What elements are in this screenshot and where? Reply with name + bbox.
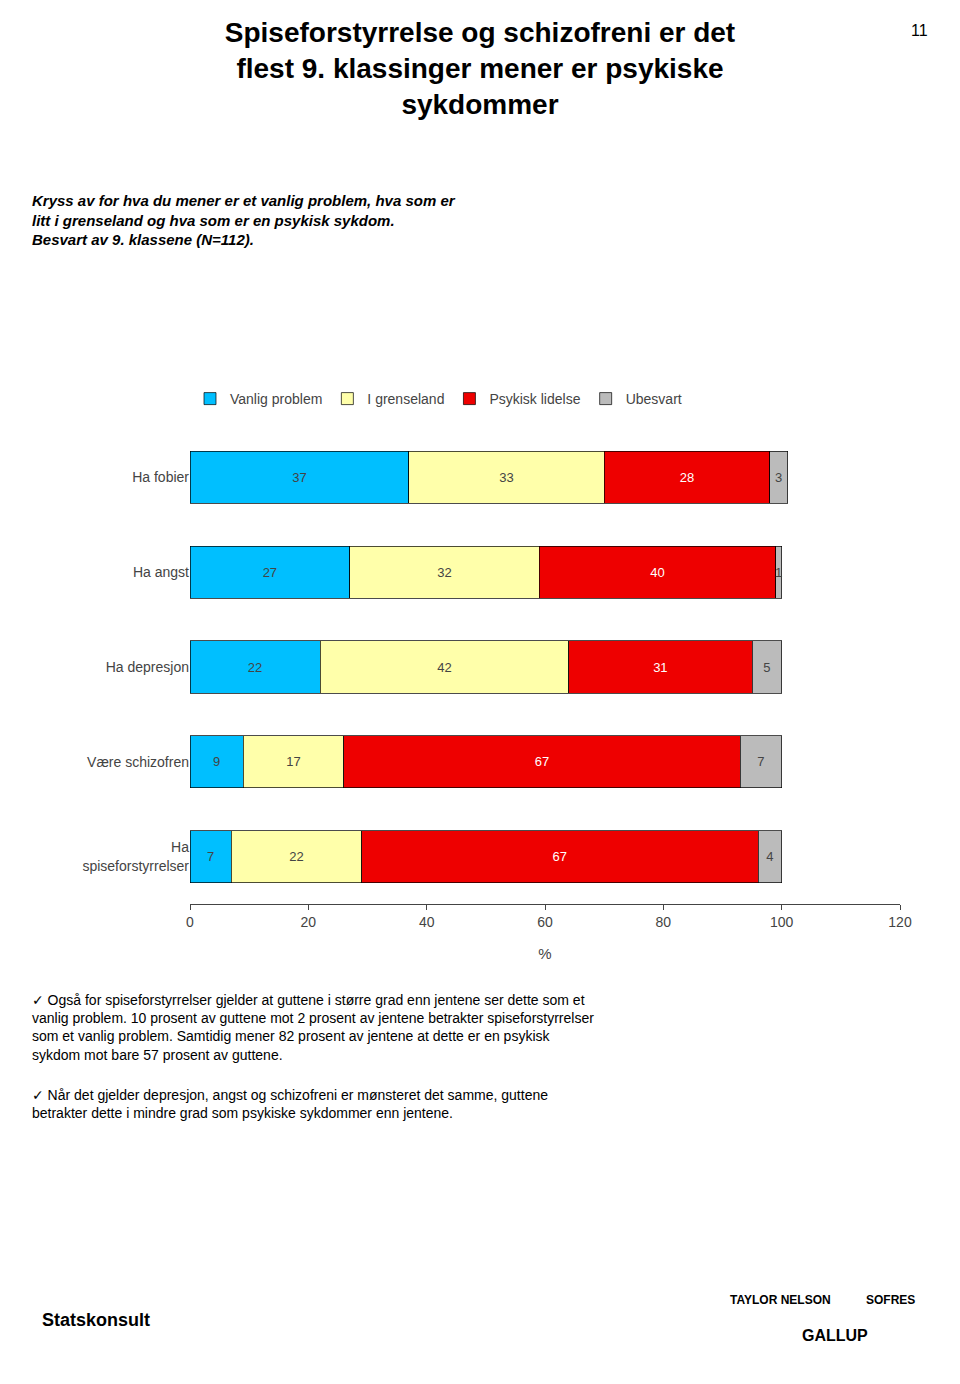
svg-text:Ha depresjon: Ha depresjon — [106, 659, 189, 675]
svg-text:17: 17 — [286, 754, 300, 769]
svg-text:120: 120 — [888, 914, 912, 930]
svg-text:7: 7 — [757, 754, 764, 769]
svg-text:28: 28 — [680, 470, 694, 485]
svg-text:Ubesvart: Ubesvart — [626, 391, 682, 407]
svg-text:Statskonsult: Statskonsult — [42, 1310, 150, 1330]
svg-text:22: 22 — [248, 660, 262, 675]
svg-text:Haspiseforstyrrelser: Haspiseforstyrrelser — [82, 839, 189, 873]
svg-text:Psykisk lidelse: Psykisk lidelse — [489, 391, 580, 407]
svg-text:100: 100 — [770, 914, 794, 930]
svg-text:✓ Også for spiseforstyrrelser: ✓ Også for spiseforstyrrelser gjelder at… — [32, 992, 594, 1063]
svg-text:42: 42 — [437, 660, 451, 675]
svg-text:Vanlig problem: Vanlig problem — [230, 391, 322, 407]
svg-text:37: 37 — [292, 470, 306, 485]
svg-text:40: 40 — [419, 914, 435, 930]
svg-text:✓ Når det gjelder depresjon, a: ✓ Når det gjelder depresjon, angst og sc… — [32, 1087, 548, 1121]
svg-text:60: 60 — [537, 914, 553, 930]
svg-text:33: 33 — [499, 470, 513, 485]
svg-text:%: % — [538, 945, 551, 962]
svg-text:1: 1 — [775, 565, 782, 580]
svg-text:32: 32 — [437, 565, 451, 580]
svg-text:5: 5 — [763, 660, 770, 675]
svg-text:7: 7 — [207, 849, 214, 864]
svg-text:I grenseland: I grenseland — [367, 391, 444, 407]
svg-text:27: 27 — [263, 565, 277, 580]
svg-text:20: 20 — [301, 914, 317, 930]
svg-text:Spiseforstyrrelse og schizofre: Spiseforstyrrelse og schizofreni er detf… — [225, 17, 735, 121]
svg-text:SOFRES: SOFRES — [866, 1293, 915, 1307]
svg-text:31: 31 — [653, 660, 667, 675]
svg-text:40: 40 — [650, 565, 664, 580]
svg-text:0: 0 — [186, 914, 194, 930]
svg-text:TAYLOR NELSON: TAYLOR NELSON — [730, 1293, 831, 1307]
svg-text:Ha angst: Ha angst — [133, 564, 189, 580]
svg-text:22: 22 — [289, 849, 303, 864]
svg-text:80: 80 — [656, 914, 672, 930]
svg-text:9: 9 — [213, 754, 220, 769]
svg-text:67: 67 — [535, 754, 549, 769]
svg-text:Være schizofren: Være schizofren — [87, 754, 189, 770]
svg-text:Ha fobier: Ha fobier — [132, 469, 189, 485]
svg-text:67: 67 — [553, 849, 567, 864]
svg-text:3: 3 — [775, 470, 782, 485]
svg-text:GALLUP: GALLUP — [802, 1327, 868, 1344]
svg-text:11: 11 — [911, 22, 928, 39]
svg-text:Kryss av for hva du mener er e: Kryss av for hva du mener er et vanlig p… — [32, 192, 456, 248]
svg-text:4: 4 — [766, 849, 773, 864]
